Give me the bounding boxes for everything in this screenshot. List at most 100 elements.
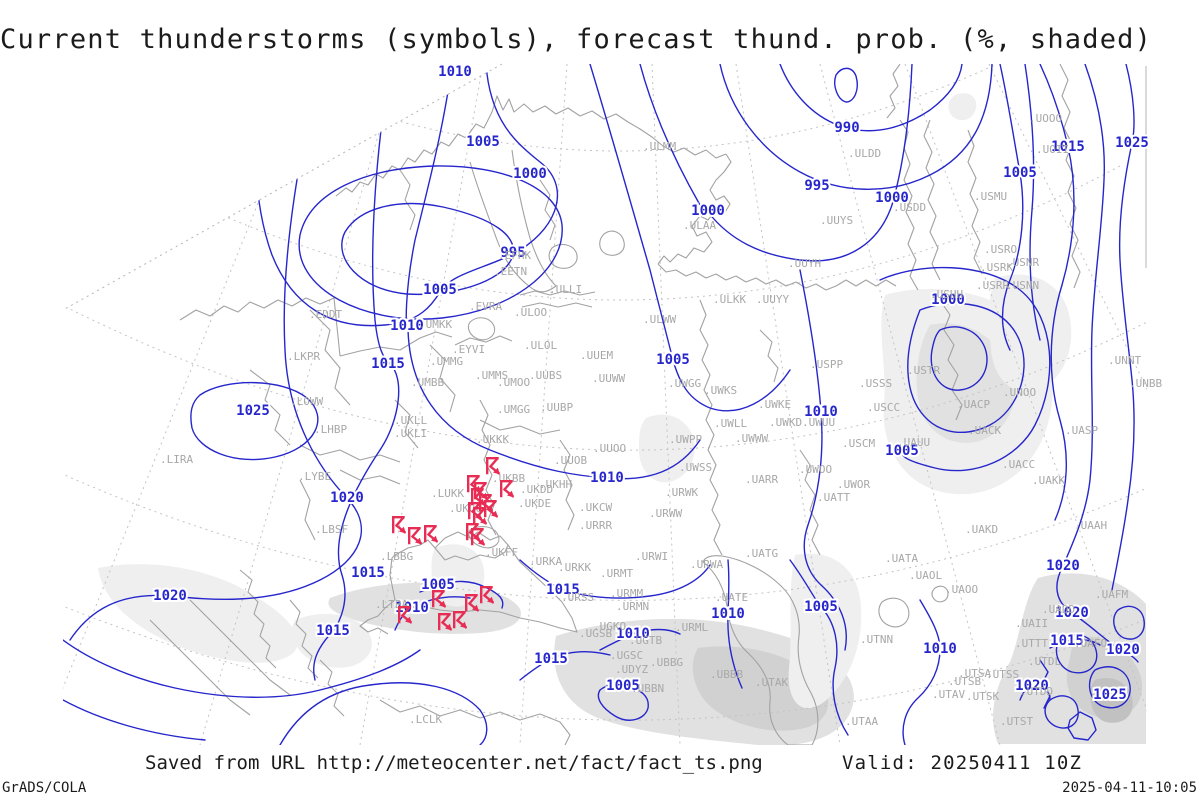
station-label: .UNOO [1003,386,1036,399]
station-label: .UKFF [485,546,518,559]
station-label: .UWOO [799,463,832,476]
isobar-contours [63,64,1145,745]
station-label: .UMMS [475,369,508,382]
station-label: .UBBN [631,682,664,695]
map-title: Current thunderstorms (symbols), forecas… [0,24,1153,55]
station-label: .UTSK [966,690,999,703]
station-label: .UGSB [579,627,612,640]
isobar-label: 1010 [390,318,424,334]
isobar-labels: 1010 1005 1000 995 1005 990 995 1000 1000 1015 102… [151,62,1151,705]
station-label: .UTST [1000,715,1033,728]
station-label: .ULMM [643,140,676,153]
isobar-label: 1010 [395,600,429,616]
thunderstorm-symbol [500,480,515,498]
thunderstorm-glyph [474,482,489,500]
thunderstorm-arrowhead [480,517,487,525]
isobar-label: 1015 [1051,139,1085,155]
station-label: .USMU [974,190,1007,203]
station-label: .UGSC [610,649,643,662]
thunderstorm-symbol [398,606,413,624]
station-label: .UATT [817,491,850,504]
station-label: .UWWW [735,432,768,445]
station-label: .UADD [1042,603,1075,616]
graticule [63,64,1147,745]
station-label: .USRK [980,261,1013,274]
thunderstorm-arrowhead [399,526,406,534]
station-label: .ULKK [713,293,746,306]
isobar-label: 1005 [423,282,457,298]
isobar-label: 1015 [1050,633,1084,649]
thunderstorm-arrowhead [507,490,514,498]
thunderstorm-arrowhead [460,621,467,629]
station-label: .UAOL [909,569,942,582]
station-label: .UTAK [755,676,788,689]
isobar-label: 1005 [1003,165,1037,181]
thunderstorm-arrowhead [439,600,446,608]
station-label: .UKLL [394,414,427,427]
thunderstorm-symbol [480,586,495,604]
thunderstorm-glyph [424,525,439,543]
thunderstorm-glyph [453,611,468,629]
station-label: .UKKK [476,433,509,446]
thunderstorm-glyph [486,457,501,475]
station-label: .UKDD [520,483,553,496]
thunderstorm-glyph [500,480,515,498]
isobar-label: 1005 [466,134,500,150]
station-label: .LBSF [315,523,348,536]
station-label: .URMN [616,600,649,613]
station-label: .UOII [1036,143,1069,156]
station-label: .UUYH [788,257,821,270]
station-label: .LYBE [298,470,331,483]
station-label: .UATG [745,547,778,560]
station-label: .UUEM [580,349,613,362]
station-label: .ULDD [848,147,881,160]
station-label: .LTBA [375,598,408,611]
station-label: .ULLI [549,283,582,296]
station-label: .UBBB [710,668,743,681]
station-label: .UTAV [932,688,965,701]
station-label: .USHH [930,288,963,301]
station-label: .URML [675,621,708,634]
station-label: .UOOO [1029,112,1062,125]
station-label: .UAAH [1074,519,1107,532]
isobar-label: 1005 [606,678,640,694]
thunderstorm-glyph [392,516,407,534]
station-label: .UUYY [756,293,789,306]
station-label: .UAOO [945,583,978,596]
station-label: .URMT [600,567,633,580]
station-label: .UUBP [540,401,573,414]
isobar-label: 995 [500,245,525,261]
isobar-label: 1000 [513,166,547,182]
station-label: .EYVI [452,343,485,356]
thunderstorm-glyph [408,527,423,545]
station-label: .UUOO [593,442,626,455]
thunderstorm-symbol [473,507,488,525]
station-label: .USRO [984,243,1017,256]
thunderstorm-glyph [432,590,447,608]
thunderstorm-arrowhead [487,596,494,604]
station-label: .UWKE [758,398,791,411]
thunderstorm-symbols [392,457,515,631]
station-label: .USCC [867,401,900,414]
isobar-label: 1015 [351,565,385,581]
station-label: .UUOB [554,454,587,467]
station-label: .UTSS [986,668,1019,681]
isobar-label: 1005 [885,443,919,459]
thunderstorm-arrowhead [431,535,438,543]
thunderstorm-symbol [438,613,453,631]
thunderstorm-symbol [453,611,468,629]
station-label: .UAKK [1032,474,1065,487]
station-label: .URWI [635,550,668,563]
isobar-label: 1010 [438,64,472,80]
station-label: .EETN [494,265,527,278]
isobar-label: 1010 [923,641,957,657]
station-label: .ULWW [643,313,676,326]
station-label: .UWSS [679,461,712,474]
station-label: .URKK [558,561,591,574]
station-label: .UWKD [769,416,802,429]
station-label: .UNBB [1129,377,1162,390]
station-label: .UGTB [629,634,662,647]
station-label: .UTTT [1015,637,1048,650]
isobar-label: 1010 [590,470,624,486]
station-label: .UUBS [529,369,562,382]
